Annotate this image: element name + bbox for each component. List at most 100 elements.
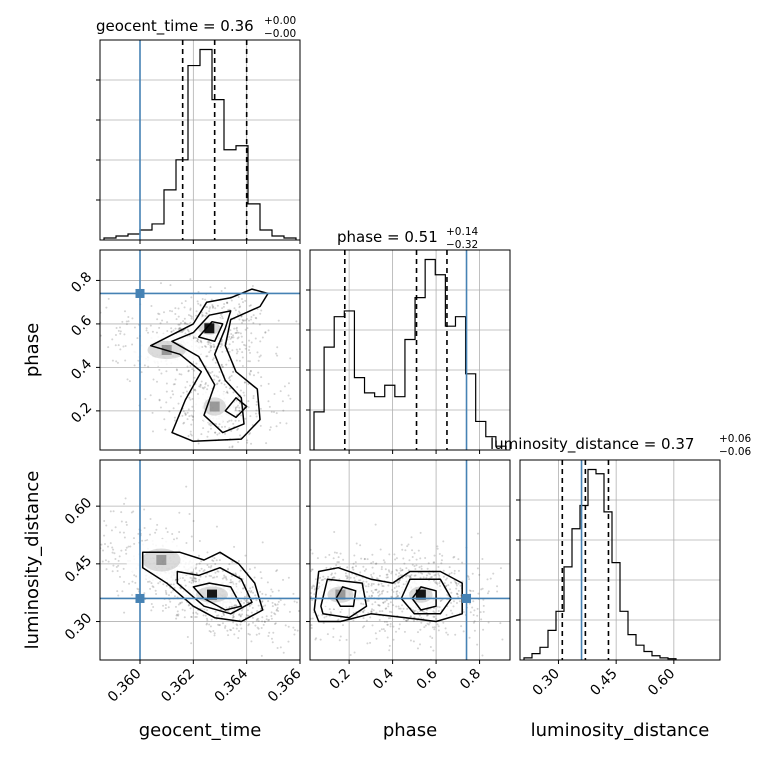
panel-luminosity-distance-vs-phase-sample xyxy=(355,574,358,577)
panel-luminosity-distance-vs-geocent-time-sample xyxy=(202,614,205,617)
panel-luminosity-distance-vs-phase-sample xyxy=(283,624,285,626)
panel-luminosity-distance-vs-geocent-time-sample xyxy=(150,609,153,612)
panel-luminosity-distance-vs-phase-sample xyxy=(489,577,492,580)
panel-phase-vs-geocent-time-sample xyxy=(189,398,192,401)
panel-luminosity-distance-vs-geocent-time-sample xyxy=(218,624,221,627)
panel-phase-vs-geocent-time-sample xyxy=(228,350,231,353)
panel-luminosity-distance-vs-phase-sample xyxy=(332,576,335,579)
panel-phase-vs-geocent-time-sample xyxy=(111,338,114,341)
panel-phase-vs-geocent-time-sample xyxy=(186,323,189,326)
panel-luminosity-distance-vs-geocent-time-sample xyxy=(100,543,103,546)
panel-luminosity-distance-vs-geocent-time-sample xyxy=(239,614,242,617)
panel-luminosity-distance-vs-phase-sample xyxy=(401,548,404,551)
panel-luminosity-distance-vs-geocent-time-density-bg-1 xyxy=(126,538,197,582)
panel-luminosity-distance-vs-geocent-time-sample xyxy=(193,580,196,583)
panel-luminosity-distance-vs-geocent-time-sample xyxy=(232,627,235,630)
panel-luminosity-distance-vs-phase-sample xyxy=(425,614,428,617)
panel-luminosity-distance-vs-phase-sample xyxy=(413,574,416,577)
panel-luminosity-distance-vs-phase-sample xyxy=(372,583,375,586)
panel-luminosity-distance-vs-geocent-time-sample xyxy=(125,521,128,524)
panel-luminosity-distance-vs-phase-sample xyxy=(473,629,476,632)
panel-phase-vs-geocent-time-sample xyxy=(182,391,185,394)
panel-luminosity-distance-vs-phase-sample xyxy=(339,611,342,614)
panel-luminosity-distance-vs-geocent-time-sample xyxy=(324,631,326,633)
panel-luminosity-distance-vs-phase-sample xyxy=(387,584,390,587)
panel-luminosity-distance-vs-phase-sample xyxy=(407,569,410,572)
panel-phase-vs-geocent-time-sample xyxy=(193,388,196,391)
panel-luminosity-distance-vs-geocent-time-sample xyxy=(238,613,241,616)
panel-phase-vs-geocent-time-sample xyxy=(167,508,169,510)
panel-luminosity-distance-vs-geocent-time-sample xyxy=(248,604,251,607)
panel-luminosity-distance-vs-phase-sample xyxy=(293,555,295,557)
panel-phase-vs-geocent-time-sample xyxy=(181,414,184,417)
panel-luminosity-distance-vs-phase-sample xyxy=(445,584,448,587)
panel-phase-vs-geocent-time-sample xyxy=(232,391,235,394)
panel-luminosity-distance-vs-phase-sample xyxy=(292,636,294,638)
panel-luminosity-distance-vs-phase-sample xyxy=(414,567,417,570)
panel-phase-vs-geocent-time-sample xyxy=(275,412,278,415)
panel-phase-vs-geocent-time-sample xyxy=(159,322,162,325)
panel-luminosity-distance-vs-geocent-time-sample xyxy=(174,579,177,582)
panel-phase-vs-geocent-time-sample xyxy=(187,329,190,332)
hist-phase xyxy=(306,249,511,454)
panel-phase-vs-geocent-time-sample xyxy=(204,345,207,348)
panel-phase-vs-geocent-time-sample xyxy=(238,409,241,412)
panel-luminosity-distance-vs-phase-sample xyxy=(351,566,354,569)
panel-luminosity-distance-vs-phase-sample xyxy=(442,621,445,624)
panel-luminosity-distance-vs-phase-sample xyxy=(375,611,378,614)
panel-luminosity-distance-vs-phase-sample xyxy=(322,575,325,578)
panel-phase-vs-geocent-time-sample xyxy=(178,327,181,330)
panel-phase-vs-geocent-time-sample xyxy=(188,415,191,418)
panel-phase-vs-geocent-time-sample xyxy=(184,332,187,335)
panel-luminosity-distance-vs-phase-sample xyxy=(290,602,292,604)
panel-phase-vs-geocent-time-sample xyxy=(248,339,251,342)
panel-phase-vs-geocent-time-sample xyxy=(207,430,210,433)
panel-luminosity-distance-vs-phase-sample xyxy=(453,555,456,558)
panel-luminosity-distance-vs-phase-sample xyxy=(461,561,464,564)
panel-luminosity-distance-vs-geocent-time-sample xyxy=(192,520,195,523)
panel-phase-vs-geocent-time-sample xyxy=(209,427,212,430)
panel-luminosity-distance-vs-geocent-time-sample xyxy=(120,511,123,514)
panel-luminosity-distance-vs-geocent-time-sample xyxy=(313,634,315,636)
panel-luminosity-distance-vs-geocent-time-sample xyxy=(227,634,230,637)
panel-luminosity-distance-vs-geocent-time-sample xyxy=(214,571,217,574)
panel-phase-vs-geocent-time-sample xyxy=(174,378,177,381)
panel-luminosity-distance-vs-geocent-time-sample xyxy=(250,640,253,643)
panel-luminosity-distance-vs-geocent-time-sample xyxy=(267,634,270,637)
panel-luminosity-distance-vs-phase-sample xyxy=(362,565,365,568)
panel-phase-vs-geocent-time-sample xyxy=(187,370,190,373)
panel-luminosity-distance-vs-geocent-time-sample xyxy=(183,616,186,619)
panel-luminosity-distance-vs-geocent-time-sample xyxy=(237,636,240,639)
panel-luminosity-distance-vs-geocent-time-sample xyxy=(125,546,128,549)
panel-phase-vs-geocent-time-sample xyxy=(186,380,189,383)
panel-phase-vs-geocent-time-sample xyxy=(184,412,187,415)
panel-phase-vs-geocent-time-sample xyxy=(245,318,248,321)
panel-luminosity-distance-vs-geocent-time-sample xyxy=(68,494,70,496)
panel-luminosity-distance-vs-phase-sample xyxy=(380,628,383,631)
panel-phase-vs-geocent-time-sample xyxy=(164,428,167,431)
panel-luminosity-distance-vs-phase-sample xyxy=(337,618,340,621)
panel-luminosity-distance-vs-phase-sample xyxy=(440,562,443,565)
panel-phase-vs-geocent-time-sample xyxy=(243,394,246,397)
panel-phase-vs-geocent-time-sample xyxy=(221,315,224,318)
panel-luminosity-distance-vs-phase-sample xyxy=(370,562,373,565)
panel-phase-vs-geocent-time-sample xyxy=(231,349,234,352)
panel-luminosity-distance-vs-phase-sample xyxy=(395,630,398,633)
panel-luminosity-distance-vs-phase-sample xyxy=(433,628,436,631)
panel-phase-vs-geocent-time-sample xyxy=(207,384,210,387)
panel-luminosity-distance-vs-geocent-time-sample xyxy=(133,542,136,545)
panel-luminosity-distance-vs-phase-sample xyxy=(445,614,448,617)
panel-luminosity-distance-vs-phase-sample xyxy=(419,571,422,574)
panel-phase-vs-geocent-time-sample xyxy=(260,309,263,312)
panel-phase-vs-geocent-time-sample xyxy=(149,394,152,397)
panel-phase-vs-geocent-time-sample xyxy=(119,332,122,335)
panel-phase-vs-geocent-time-sample xyxy=(232,336,235,339)
panel-luminosity-distance-vs-phase-sample xyxy=(328,608,331,611)
panel-phase-vs-geocent-time-sample xyxy=(232,340,235,343)
panel-phase-vs-geocent-time-sample xyxy=(165,401,168,404)
panel-phase-vs-geocent-time-sample xyxy=(161,319,164,322)
panel-luminosity-distance-vs-phase-sample xyxy=(337,556,340,559)
panel-luminosity-distance-vs-phase-sample xyxy=(447,584,450,587)
panel-phase-vs-geocent-time-sample xyxy=(166,330,169,333)
panel-luminosity-distance-vs-geocent-time-sample xyxy=(181,576,184,579)
